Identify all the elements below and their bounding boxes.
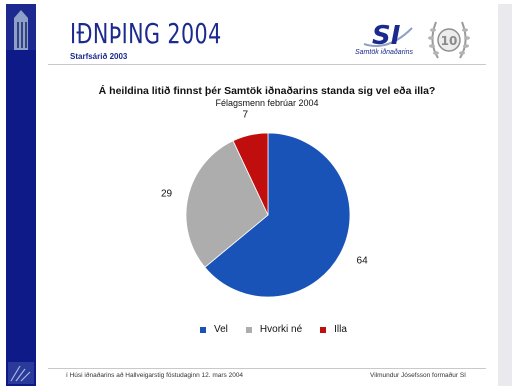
pie-slice-hvorki-né xyxy=(185,140,269,268)
legend-item: Hvorki né xyxy=(245,324,303,335)
chart-subtitle: Félagsmenn febrúar 2004 xyxy=(215,98,319,108)
chart-legend: Vel Hvorki né Illa xyxy=(200,324,365,335)
chart-title: Á heildina litið finnst þér Samtök iðnað… xyxy=(98,85,436,97)
si-logo-text: SI xyxy=(372,21,401,51)
si-logo: SI xyxy=(363,21,413,51)
legend-label: Vel xyxy=(214,324,228,335)
building-icon xyxy=(6,4,36,50)
emblem-number: 10 xyxy=(441,34,458,48)
event-logo-title: IÐNÞING 2004 xyxy=(70,17,222,50)
pie-slice-vel xyxy=(204,132,351,298)
footer-divider xyxy=(48,368,486,369)
pie-data-label: 29 xyxy=(161,188,173,199)
legend-swatch xyxy=(200,326,206,333)
right-edge-strip xyxy=(498,4,512,386)
footer-left-text: í Húsi iðnaðarins að Hallveigarstig föst… xyxy=(66,372,244,379)
legend-swatch xyxy=(245,326,252,333)
pie-data-label: 64 xyxy=(357,255,369,266)
legend-label: Hvorki né xyxy=(259,324,303,335)
corner-graphic-icon xyxy=(8,362,34,384)
pie-data-label: 7 xyxy=(243,110,249,121)
header-divider xyxy=(48,64,486,65)
anniversary-emblem-icon: 10 xyxy=(428,21,470,59)
pie-slice-illa xyxy=(232,132,269,216)
event-logo-subtitle: Starfsárið 2003 xyxy=(70,52,128,61)
si-logo-caption: Samtök iðnaðarins xyxy=(355,49,413,56)
legend-label: Illa xyxy=(334,324,347,335)
legend-swatch xyxy=(320,326,327,333)
legend-item: Illa xyxy=(320,324,347,335)
legend-item: Vel xyxy=(200,324,228,335)
sidebar-band xyxy=(6,4,36,386)
footer-right-text: Vilmundur Jósefsson formaður SI xyxy=(370,372,466,379)
